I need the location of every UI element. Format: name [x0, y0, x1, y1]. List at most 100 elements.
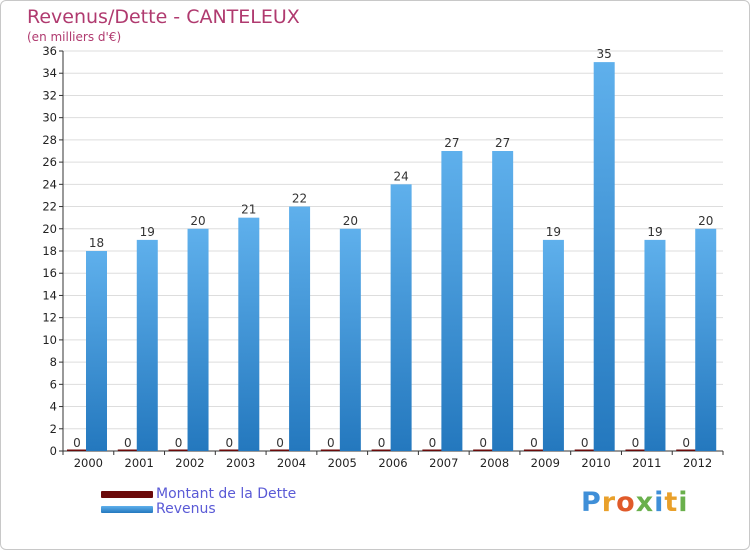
data-label-revenus: 22 — [292, 192, 307, 206]
y-tick-label: 26 — [42, 155, 57, 169]
bar-revenus — [644, 239, 666, 451]
bar-revenus — [136, 239, 158, 451]
legend-swatch-revenus — [101, 506, 153, 513]
y-tick-label: 16 — [42, 266, 57, 280]
data-label-revenus: 35 — [597, 47, 612, 61]
bar-revenus — [695, 228, 717, 451]
proxiti-logo: Proxiti — [581, 487, 689, 518]
y-tick-label: 34 — [42, 66, 57, 80]
logo-letter: P — [581, 487, 602, 518]
x-tick-label: 2002 — [175, 456, 204, 470]
x-tick-label: 2006 — [378, 456, 407, 470]
y-tick-label: 8 — [50, 355, 57, 369]
data-label-dette: 0 — [429, 436, 437, 450]
x-tick-label: 2000 — [74, 456, 103, 470]
data-label-revenus: 20 — [190, 214, 205, 228]
y-tick-label: 30 — [42, 111, 57, 125]
data-label-revenus: 20 — [343, 214, 358, 228]
legend-swatch-dette — [101, 491, 153, 498]
data-label-revenus: 27 — [495, 136, 510, 150]
bar-dette — [676, 449, 697, 451]
y-tick-label: 14 — [42, 288, 57, 302]
y-tick-label: 6 — [50, 377, 57, 391]
y-tick-label: 24 — [42, 177, 57, 191]
y-tick-label: 32 — [42, 88, 57, 102]
data-label-revenus: 19 — [546, 225, 561, 239]
x-tick-label: 2003 — [226, 456, 255, 470]
legend-label-revenus: Revenus — [156, 501, 216, 517]
legend-label-dette: Montant de la Dette — [156, 486, 297, 502]
x-tick-label: 2005 — [328, 456, 357, 470]
data-label-revenus: 21 — [241, 203, 256, 217]
bar-revenus — [542, 239, 564, 451]
x-tick-label: 2009 — [531, 456, 560, 470]
data-label-dette: 0 — [581, 436, 589, 450]
chart-title: Revenus/Dette - CANTELEUX — [27, 6, 300, 28]
x-tick-label: 2008 — [480, 456, 509, 470]
logo-letter: o — [616, 487, 636, 518]
bars — [67, 62, 717, 452]
data-label-revenus: 24 — [393, 169, 408, 183]
bar-dette — [473, 449, 494, 451]
logo-letter: i — [654, 487, 665, 518]
bar-revenus — [390, 184, 412, 452]
bar-revenus — [238, 217, 260, 451]
bar-revenus — [289, 206, 311, 451]
y-tick-label: 20 — [42, 222, 57, 236]
data-label-dette: 0 — [530, 436, 538, 450]
bar-dette — [523, 449, 544, 451]
x-tick-label: 2011 — [632, 456, 661, 470]
data-label-dette: 0 — [682, 436, 690, 450]
chart-subtitle: (en milliers d'€) — [27, 30, 122, 44]
bar-revenus — [441, 151, 463, 451]
data-label-dette: 0 — [225, 436, 233, 450]
bar-dette — [320, 449, 341, 451]
x-tick-label: 2012 — [683, 456, 712, 470]
y-tick-label: 2 — [50, 422, 57, 436]
data-label-dette: 0 — [632, 436, 640, 450]
data-label-revenus: 27 — [444, 136, 459, 150]
y-tick-label: 22 — [42, 200, 57, 214]
y-tick-label: 28 — [42, 133, 57, 147]
bar-revenus — [339, 228, 361, 451]
data-label-revenus: 20 — [698, 214, 713, 228]
x-tick-label: 2010 — [581, 456, 610, 470]
labels: 0 18 0 19 0 20 0 21 0 22 0 20 0 24 0 27 0 27 0 19 0 35 0 19 0 20 — [73, 47, 713, 450]
data-label-dette: 0 — [175, 436, 183, 450]
bar-dette — [422, 449, 443, 451]
bar-dette — [270, 449, 291, 451]
data-label-revenus: 19 — [140, 225, 155, 239]
bar-dette — [625, 449, 646, 451]
bar-revenus — [86, 251, 107, 451]
bar-dette — [574, 449, 595, 451]
y-tick-label: 0 — [50, 444, 57, 458]
data-label-dette: 0 — [378, 436, 386, 450]
data-label-revenus: 18 — [89, 236, 104, 250]
bar-dette — [168, 449, 189, 451]
data-label-dette: 0 — [327, 436, 335, 450]
data-label-revenus: 19 — [647, 225, 662, 239]
x-tick-label: 2007 — [429, 456, 458, 470]
bar-revenus — [187, 228, 209, 451]
y-tick-label: 12 — [42, 311, 57, 325]
bar-revenus — [593, 62, 615, 451]
bar-dette — [67, 449, 87, 451]
logo-letter: i — [678, 487, 689, 518]
data-label-dette: 0 — [276, 436, 284, 450]
y-tick-label: 18 — [42, 244, 57, 258]
data-label-dette: 0 — [124, 436, 132, 450]
logo-letter: x — [635, 487, 655, 518]
data-label-dette: 0 — [479, 436, 487, 450]
x-tick-label: 2004 — [277, 456, 306, 470]
bar-dette — [117, 449, 138, 451]
y-tick-label: 36 — [42, 44, 57, 58]
bar-revenus — [492, 151, 514, 451]
bar-dette — [219, 449, 240, 451]
x-tick-label: 2001 — [125, 456, 154, 470]
y-tick-label: 4 — [50, 400, 57, 414]
logo-letter: t — [664, 487, 679, 518]
bar-dette — [371, 449, 392, 451]
